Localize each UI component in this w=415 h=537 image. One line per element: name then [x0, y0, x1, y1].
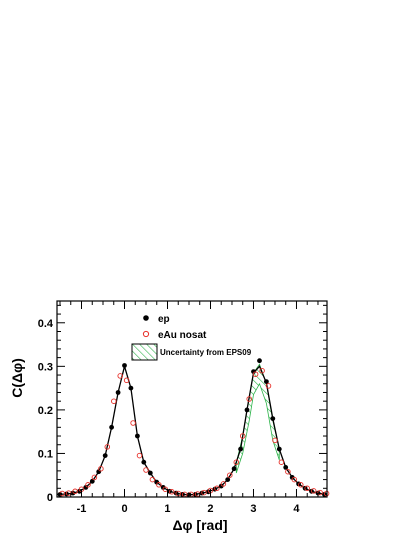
eau-point	[85, 482, 91, 488]
ep-point	[257, 358, 262, 364]
eau-point	[201, 489, 207, 496]
eau-point	[272, 437, 278, 444]
eau-point	[265, 383, 272, 389]
legend-ep-marker	[143, 315, 149, 321]
eau-point	[317, 489, 323, 496]
x-tick-label: 4	[293, 503, 300, 515]
eau-point	[111, 398, 117, 404]
x-tick-label: 0	[121, 503, 127, 515]
eau-point	[123, 377, 130, 384]
ep-point	[264, 379, 269, 384]
eau-point	[91, 474, 98, 481]
eau-point	[285, 468, 291, 475]
ep-line-layer	[56, 363, 328, 496]
ep-point	[89, 478, 95, 484]
eau-point	[136, 452, 143, 459]
ep-point	[147, 470, 153, 476]
y-tick-label: 0.1	[38, 448, 53, 460]
y-tick-label: 0	[47, 492, 53, 504]
ep-point	[251, 369, 256, 374]
ep-point	[102, 453, 108, 458]
ep-point	[128, 385, 134, 391]
legend: ep eAu nosat Uncertainty from EPS09	[131, 314, 252, 361]
eau-point	[278, 459, 285, 465]
y-tick-label: 0.4	[38, 318, 54, 330]
legend-ep-label: ep	[158, 314, 170, 325]
ep-point	[154, 479, 160, 485]
ep-point	[225, 477, 231, 482]
eau-point	[117, 373, 123, 379]
ep-point	[276, 446, 282, 452]
x-tick-label: 1	[164, 503, 170, 515]
ep-curve	[56, 363, 328, 496]
eau-point	[169, 489, 175, 495]
eau-point	[72, 488, 78, 495]
y-tick-label: 0.3	[38, 361, 53, 373]
x-tick-label: 2	[207, 503, 213, 515]
axis-ticks: -1 0 1 2 3 4 0 0.1 0.2 0.3 0.4	[38, 301, 327, 515]
eau-point	[98, 465, 104, 472]
eau-point	[104, 444, 111, 450]
ep-point	[83, 485, 89, 490]
legend-uncertainty-label: Uncertainty from EPS09	[160, 348, 252, 357]
ep-point	[141, 459, 147, 465]
x-tick-label: 3	[250, 503, 256, 515]
ep-point	[231, 466, 237, 472]
ep-point	[289, 475, 295, 480]
ep-point	[122, 363, 127, 368]
plot-frame	[56, 300, 328, 498]
eau-point	[259, 367, 265, 374]
eau-point	[156, 482, 162, 488]
ep-point	[270, 416, 276, 421]
ep-point	[77, 488, 82, 494]
legend-eau-label: eAu nosat	[158, 330, 207, 341]
eau-point	[220, 481, 227, 487]
ep-point	[109, 424, 114, 430]
ep-point	[244, 407, 250, 413]
points-layer	[57, 358, 330, 498]
x-tick-label: -1	[77, 503, 87, 515]
ep-point	[70, 490, 76, 496]
eau-point	[239, 433, 246, 439]
legend-uncertainty-swatch	[131, 343, 158, 361]
eau-point	[227, 472, 233, 478]
ep-point	[160, 485, 166, 490]
eau-point	[149, 476, 156, 483]
eau-point	[214, 485, 220, 492]
eau-point	[291, 476, 298, 483]
eau-point	[298, 482, 304, 488]
eau-point	[252, 371, 259, 377]
eau-point	[130, 420, 136, 426]
y-axis-label: C(Δφ)	[9, 358, 25, 398]
legend-eau-marker	[142, 330, 150, 338]
x-axis-label: Δφ [rad]	[172, 517, 227, 533]
ep-point	[135, 433, 140, 439]
eau-point	[143, 467, 149, 473]
ep-point	[283, 465, 289, 470]
y-tick-label: 0.2	[38, 405, 53, 417]
eau-point	[310, 488, 317, 494]
eau-point	[304, 485, 310, 492]
ep-point	[238, 446, 244, 452]
ep-point	[218, 483, 224, 489]
ep-point	[115, 390, 121, 395]
eau-point	[233, 459, 240, 465]
eau-point	[246, 396, 252, 402]
